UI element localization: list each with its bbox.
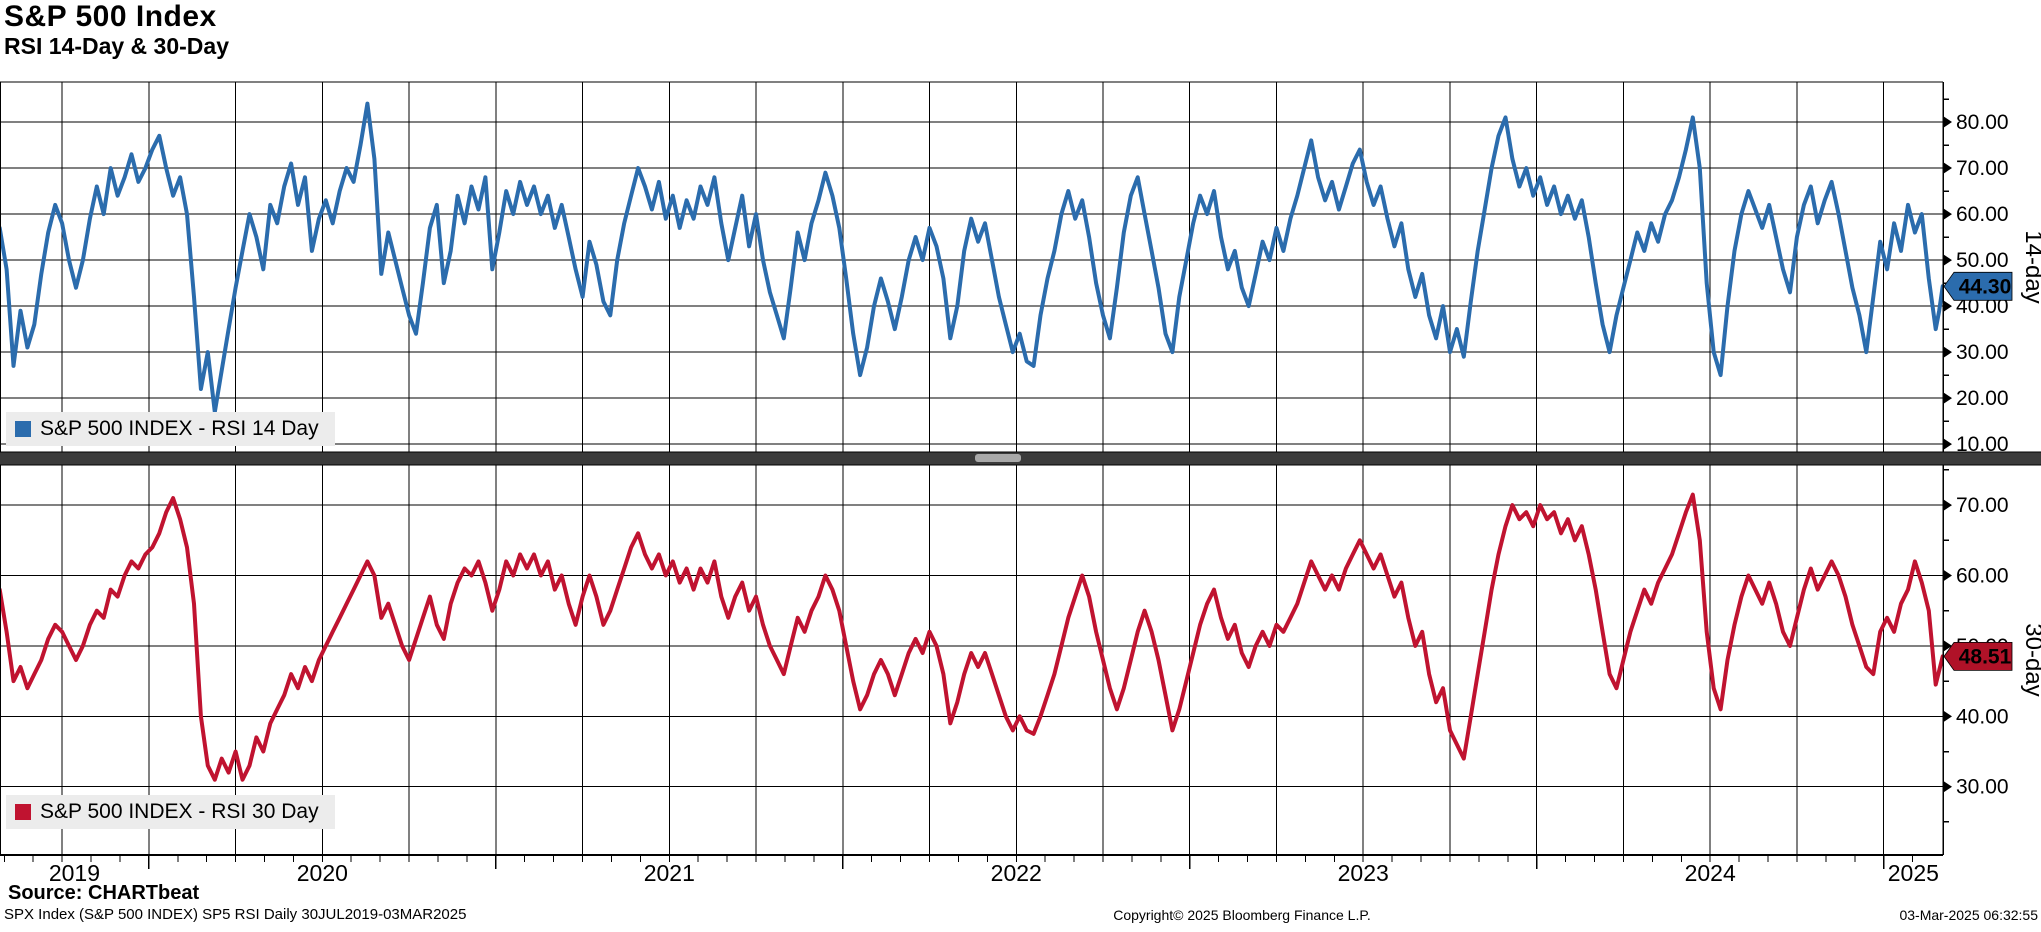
y-tick-label: 70.00 xyxy=(1956,494,2009,517)
legend-label-rsi30: S&P 500 INDEX - RSI 30 Day xyxy=(40,800,319,823)
y-tick-label: 30.00 xyxy=(1956,341,2009,364)
legend-rsi30[interactable]: S&P 500 INDEX - RSI 30 Day xyxy=(6,795,335,829)
y-tick-label: 80.00 xyxy=(1956,111,2009,134)
legend-swatch-rsi30-icon xyxy=(15,804,31,820)
y-tick-label: 60.00 xyxy=(1956,203,2009,226)
y-tick-label: 20.00 xyxy=(1956,387,2009,410)
y-tick-label: 10.00 xyxy=(1956,433,2009,456)
panel1-gridlines xyxy=(0,82,1943,452)
plot-borders xyxy=(0,81,1944,855)
y-tick-label: 40.00 xyxy=(1956,705,2009,728)
rsi14-line xyxy=(0,101,1943,414)
x-tick-label: 2019 xyxy=(49,860,100,886)
rsi14-last-value-label: 44.30 xyxy=(1959,275,2012,298)
x-axis: 2019 2020 2021 2022 2023 2024 2025 xyxy=(0,854,1943,886)
rsi30-last-value-label: 48.51 xyxy=(1959,645,2012,668)
source-label: Source: CHARTbeat xyxy=(8,882,200,904)
y-tick-label: 70.00 xyxy=(1956,157,2009,180)
timestamp-label: 03-Mar-2025 06:32:55 xyxy=(1899,907,2038,923)
x-tick-label: 2021 xyxy=(644,860,695,886)
rsi14-last-value-badge: 44.30 xyxy=(1943,271,2013,301)
legend-rsi14[interactable]: S&P 500 INDEX - RSI 14 Day xyxy=(6,412,335,446)
x-tick-label: 2024 xyxy=(1685,860,1736,886)
x-tick-label: 2022 xyxy=(991,860,1042,886)
rsi30-axis-title: 30-day xyxy=(2020,623,2041,696)
legend-swatch-rsi14-icon xyxy=(15,421,31,437)
y-tick-label: 60.00 xyxy=(1956,565,2009,588)
y-tick-label: 30.00 xyxy=(1956,776,2009,799)
page-subtitle: RSI 14-Day & 30-Day xyxy=(4,33,229,59)
copyright-label: Copyright© 2025 Bloomberg Finance L.P. xyxy=(1113,907,1371,923)
rsi14-y-axis: 10.00 20.00 30.00 40.00 50.00 60.00 70.00 80.00… xyxy=(1943,98,2041,456)
x-tick-label: 2023 xyxy=(1338,860,1389,886)
panel-separator xyxy=(0,451,2041,466)
rsi30-last-value-badge: 48.51 xyxy=(1943,642,2013,671)
panel2-gridlines xyxy=(0,465,1943,855)
x-tick-label: 2020 xyxy=(297,860,348,886)
rsi14-axis-title: 14-day xyxy=(2020,230,2041,303)
y-tick-label: 40.00 xyxy=(1956,295,2009,318)
legend-label-rsi14: S&P 500 INDEX - RSI 14 Day xyxy=(40,417,319,440)
rsi30-line xyxy=(0,492,1943,782)
x-tick-label: 2025 xyxy=(1888,860,1939,886)
page-title: S&P 500 Index xyxy=(4,0,217,33)
panel-resize-handle[interactable] xyxy=(975,454,1021,462)
y-tick-label: 50.00 xyxy=(1956,249,2009,272)
ticker-detail: SPX Index (S&P 500 INDEX) SP5 RSI Daily … xyxy=(4,906,467,923)
